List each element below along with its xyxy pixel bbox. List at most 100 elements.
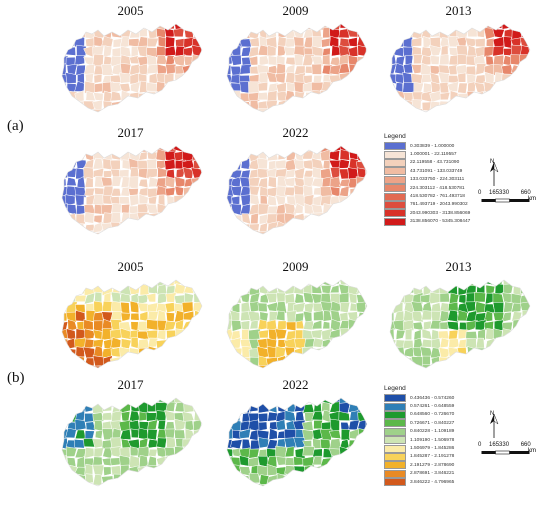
district xyxy=(519,100,530,112)
district xyxy=(518,337,530,350)
district xyxy=(313,310,324,321)
district xyxy=(176,204,185,215)
map-districts xyxy=(227,146,373,242)
district xyxy=(119,280,132,286)
district xyxy=(494,374,503,376)
district xyxy=(93,447,104,459)
district xyxy=(421,118,430,120)
district xyxy=(494,118,503,120)
district xyxy=(238,280,251,286)
district xyxy=(74,55,85,66)
district xyxy=(519,73,530,85)
district xyxy=(112,119,123,120)
district xyxy=(238,357,252,367)
legend-label: 43.731091 - 133.033749 xyxy=(410,168,463,174)
district xyxy=(365,240,373,242)
legend-title: Legend xyxy=(384,133,406,140)
district xyxy=(366,336,367,350)
district xyxy=(173,482,184,486)
district xyxy=(119,24,129,31)
panel-label-a: (a) xyxy=(7,118,24,134)
district xyxy=(62,411,68,423)
district xyxy=(231,363,242,368)
district xyxy=(390,100,396,110)
district xyxy=(130,46,139,58)
district xyxy=(348,194,359,207)
district xyxy=(412,119,423,120)
district xyxy=(294,241,305,242)
district xyxy=(250,230,260,234)
district xyxy=(501,311,512,323)
district xyxy=(449,292,460,304)
district xyxy=(356,447,367,459)
district xyxy=(92,329,103,340)
district xyxy=(520,374,530,376)
district xyxy=(491,91,504,103)
district xyxy=(102,146,113,152)
district xyxy=(227,347,232,359)
district xyxy=(120,481,132,486)
district xyxy=(74,280,86,286)
district xyxy=(357,465,367,476)
district xyxy=(138,347,150,359)
district xyxy=(175,119,184,120)
district xyxy=(476,364,485,368)
district xyxy=(147,27,158,40)
district xyxy=(227,366,234,368)
district xyxy=(183,355,195,366)
district xyxy=(510,338,521,349)
district xyxy=(357,338,367,349)
district xyxy=(295,146,304,151)
district xyxy=(192,280,202,286)
district xyxy=(258,398,270,404)
district xyxy=(420,110,433,112)
district xyxy=(338,195,349,207)
district xyxy=(249,223,260,232)
district xyxy=(164,27,176,38)
district xyxy=(386,374,395,376)
district xyxy=(94,280,105,286)
district xyxy=(529,280,530,287)
district xyxy=(191,108,202,112)
district xyxy=(519,54,530,67)
district xyxy=(267,24,279,30)
district xyxy=(465,331,478,340)
district xyxy=(92,412,105,423)
district xyxy=(393,284,405,296)
district xyxy=(120,473,131,485)
district xyxy=(259,293,269,304)
district xyxy=(294,220,306,234)
district xyxy=(93,300,104,314)
district xyxy=(201,401,202,412)
district xyxy=(62,222,67,233)
legend-item: 1.506979 - 1.845286 xyxy=(384,444,454,453)
district xyxy=(366,292,367,303)
district xyxy=(147,337,159,348)
district xyxy=(527,38,530,48)
district xyxy=(357,119,366,120)
district xyxy=(191,146,202,153)
scale-bar xyxy=(481,198,530,203)
district xyxy=(147,24,158,31)
district xyxy=(95,119,103,120)
district xyxy=(275,482,286,486)
district xyxy=(128,176,139,189)
district xyxy=(174,101,186,112)
district xyxy=(203,151,208,161)
district xyxy=(200,24,202,30)
district xyxy=(366,56,367,67)
district xyxy=(92,474,102,486)
district xyxy=(156,220,168,234)
scale-a: N 0 165330 660 km xyxy=(478,159,548,210)
district xyxy=(349,280,360,286)
district xyxy=(201,221,202,232)
district xyxy=(130,240,139,242)
district xyxy=(528,46,530,57)
map-year-label: 2022 xyxy=(282,125,309,140)
district xyxy=(295,118,305,120)
district xyxy=(174,446,184,457)
district xyxy=(501,83,514,92)
district xyxy=(240,398,252,405)
district xyxy=(403,282,415,294)
map-shape xyxy=(226,23,368,120)
